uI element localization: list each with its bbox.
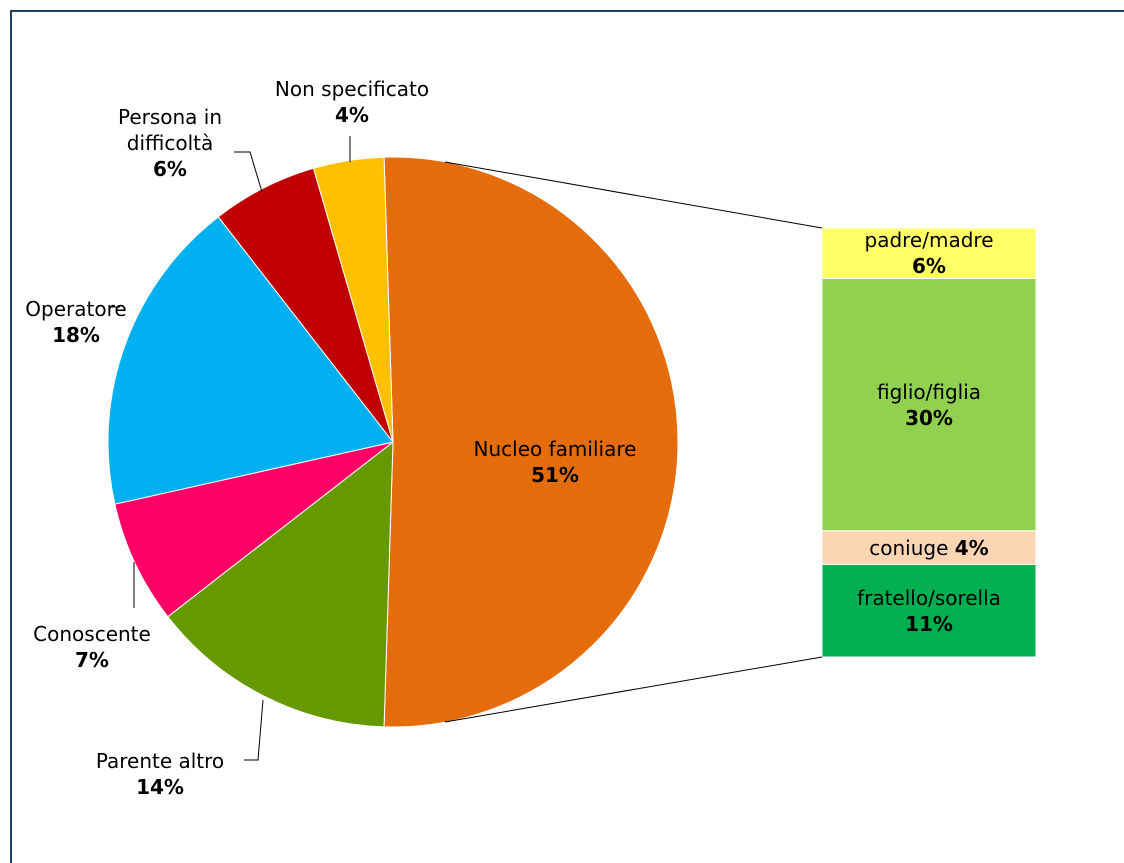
value-label: 14%: [136, 775, 184, 799]
slice-label: Parente altro 14%: [10, 748, 310, 800]
value-label: 6%: [153, 157, 187, 181]
category-label: Non specificato: [274, 77, 430, 101]
segment-label: padre/madre 6%: [822, 227, 1036, 279]
bar-segment: [821, 227, 1037, 279]
category-label: coniuge: [869, 535, 949, 560]
pie-slice: [312, 156, 394, 443]
leader: [244, 699, 264, 761]
category-label: Persona in difficoltà: [117, 105, 223, 155]
connector: [444, 656, 823, 723]
slice-label: Persona in difficoltà 6%: [95, 104, 245, 182]
value-label: 4%: [335, 103, 369, 127]
slice-label: Non specificato 4%: [202, 76, 502, 128]
slice-label: Nucleo familiare 51%: [405, 436, 705, 488]
bar-segment: [821, 277, 1037, 532]
category-label: figlio/figlia: [876, 379, 982, 404]
value-label: 7%: [75, 648, 109, 672]
bar-segment: [821, 563, 1037, 658]
category-label: Operatore: [25, 297, 127, 321]
segment-label: coniuge 4%: [822, 535, 1036, 561]
pie-slice: [383, 156, 679, 728]
category-label: Conoscente: [33, 622, 151, 646]
segment-label: fratello/sorella 11%: [822, 585, 1036, 637]
pie-slice: [167, 440, 394, 728]
segment-label: figlio/figlia 30%: [822, 379, 1036, 431]
value-label: 51%: [531, 463, 579, 487]
value-label: 4%: [954, 535, 989, 560]
leader-lines: [110, 136, 823, 761]
connector: [444, 161, 823, 229]
category-label: fratello/sorella: [857, 585, 1001, 610]
pie-slice: [114, 441, 394, 618]
value-label: 18%: [52, 323, 100, 347]
slice-label: Operatore 18%: [0, 296, 226, 348]
category-label: Nucleo familiare: [473, 437, 637, 461]
pie-slice: [107, 216, 394, 505]
value-label: 6%: [912, 254, 946, 279]
slice-label: Conoscente 7%: [0, 621, 242, 673]
category-label: padre/madre: [864, 228, 994, 253]
category-label: Parente altro: [95, 749, 225, 773]
leader: [234, 151, 263, 193]
value-label: 30%: [905, 405, 953, 430]
value-label: 11%: [905, 611, 953, 636]
